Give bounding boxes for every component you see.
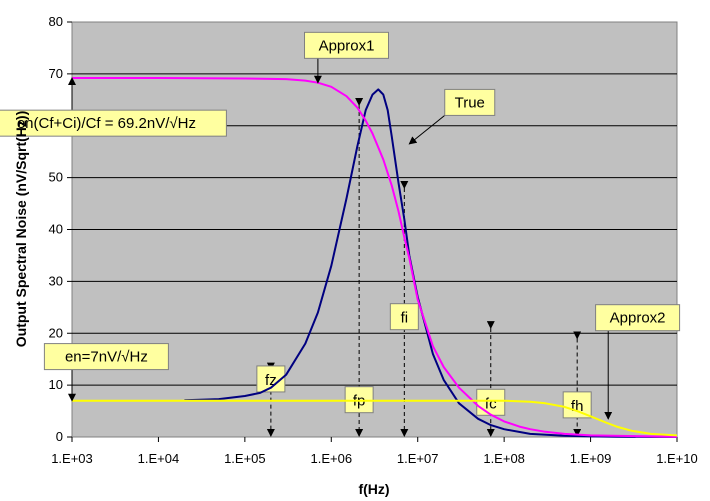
y-tick-label: 30 [49, 273, 63, 288]
marker-fh-box [562, 391, 592, 419]
y-tick-label: 50 [49, 170, 63, 185]
series-lines [72, 77, 678, 438]
x-axis-title: f(Hz) [358, 481, 389, 497]
x-tick-label: 1.E+03 [51, 451, 93, 466]
y-tick-label: 70 [49, 66, 63, 81]
x-tick-label: 1.E+07 [397, 451, 439, 466]
y-tick-label: 10 [49, 377, 63, 392]
callout-pointer [408, 115, 446, 145]
series-approx2-line [72, 399, 678, 437]
callout-label: Approx2 [610, 310, 666, 327]
x-tick-label: 1.E+04 [138, 451, 180, 466]
x-tick-label: 1.E+05 [224, 451, 266, 466]
marker-fc-label: fc [485, 395, 497, 412]
y-axis-title: Output Spectral Noise (nV/Sqrt(Hz)) [13, 111, 29, 347]
x-tick-label: 1.E+09 [570, 451, 612, 466]
marker-fi-label: fi [401, 310, 409, 327]
series-approx1-line [72, 77, 678, 438]
x-tick-label: 1.E+06 [310, 451, 352, 466]
y-tick-label: 40 [49, 222, 63, 237]
callout-box [304, 31, 390, 59]
y-tick-label: 0 [56, 429, 63, 444]
x-tick-label: 1.E+10 [656, 451, 698, 466]
y-tick-label: 20 [49, 325, 63, 340]
marker-fc-box [476, 388, 506, 416]
callout-label: Approx1 [319, 37, 375, 54]
callout-label: en=7nV/√Hz [65, 349, 148, 366]
callout-box [0, 109, 227, 137]
callout-box [43, 343, 169, 371]
marker-fz-label: fz [265, 372, 277, 389]
marker-fi-box [389, 303, 419, 331]
marker-fp-box [344, 386, 374, 414]
callout-label: True [455, 94, 485, 111]
callout-box [595, 304, 681, 332]
y-tick-label: 80 [49, 14, 63, 29]
x-tick-label: 1.E+08 [483, 451, 525, 466]
callouts: Approx1 True en(Cf+Ci)/Cf = 69.2nV/√Hz Appr… [0, 31, 681, 420]
series-true-line [184, 88, 677, 438]
callout-label: en(Cf+Ci)/Cf = 69.2nV/√Hz [17, 115, 196, 132]
callout-box [444, 88, 496, 116]
